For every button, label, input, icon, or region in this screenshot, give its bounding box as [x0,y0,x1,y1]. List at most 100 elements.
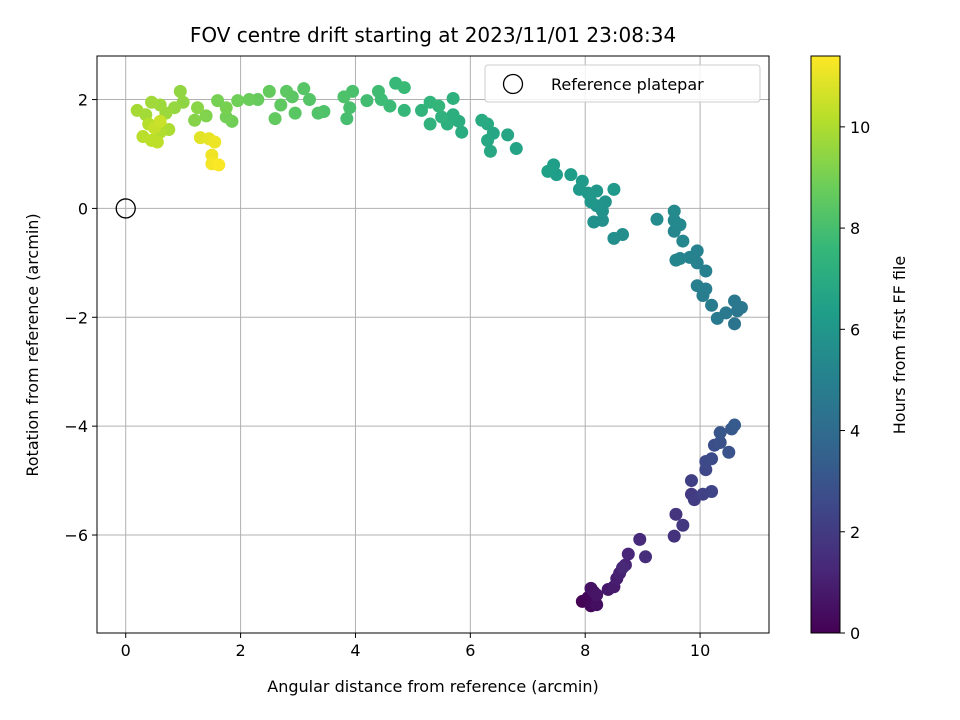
legend-reference-marker [502,73,524,95]
x-tick-label: 4 [350,641,360,660]
data-point [475,113,489,127]
data-point [288,106,302,120]
y-tick-label: −4 [64,417,88,436]
data-point [481,133,495,147]
data-point [667,529,681,543]
data-point [728,418,742,432]
data-point [219,101,233,115]
data-point [303,93,317,107]
colorbar-tick-label: 10 [850,118,870,137]
data-point [713,426,727,440]
data-point [621,547,635,561]
data-point [212,158,226,172]
data-point [360,94,374,108]
legend: Reference platepar [484,64,761,103]
data-point [639,550,653,564]
x-tick-label: 8 [580,641,590,660]
y-tick-label: 2 [78,91,88,110]
data-point [150,135,164,149]
data-point [590,588,604,602]
data-point [607,231,621,245]
data-point [231,94,245,108]
data-point [262,84,276,98]
data-point [667,213,681,227]
data-point [145,95,159,109]
data-point [274,98,288,112]
data-point [415,103,429,117]
legend-box [484,64,761,103]
y-axis-label: Rotation from reference (arcmin) [23,213,42,476]
reference-marker-group [115,198,136,219]
data-point [130,103,144,117]
data-point [455,125,469,139]
data-point [633,532,647,546]
data-point [607,182,621,196]
data-point [501,128,515,142]
y-tick-label: −6 [64,526,88,545]
data-point [446,108,460,122]
legend-label-reference: Reference platepar [551,75,704,94]
colorbar-tick-label: 8 [850,219,860,238]
data-point [371,84,385,98]
data-point [191,101,205,115]
data-point [153,114,167,128]
data-point [650,212,664,226]
data-point [397,103,411,117]
chart-title: FOV centre drift starting at 2023/11/01 … [190,23,676,47]
data-point [268,112,282,126]
data-point [509,142,523,156]
y-tick-label: −2 [64,308,88,327]
data-point [590,598,604,612]
colorbar-tick-label: 0 [850,624,860,643]
data-point [199,109,213,123]
data-point [297,82,311,96]
data-point [669,253,683,267]
data-point [211,94,225,108]
plot-frame [96,55,770,634]
data-point [340,112,354,126]
data-point [432,99,446,113]
x-tick-label: 6 [465,641,475,660]
data-point [713,435,727,449]
x-tick-label: 10 [690,641,710,660]
data-point [343,101,357,115]
data-point [676,518,690,532]
data-point [242,93,256,107]
data-point [699,264,713,278]
y-tick-label: 0 [78,199,88,218]
colorbar [810,55,841,634]
data-point [705,484,719,498]
data-point [710,311,724,325]
data-point [280,84,294,98]
x-axis-ticks: 0 2 4 6 8 10 [121,633,710,660]
reference-marker [115,198,136,219]
data-point [722,445,736,459]
data-point [669,507,683,521]
data-point [337,90,351,104]
data-point [676,234,690,248]
data-point [435,110,449,124]
data-point [219,110,233,124]
data-point [564,168,578,182]
x-axis-label: Angular distance from reference (arcmin) [267,677,598,696]
data-point [616,561,630,575]
data-points [130,76,748,613]
data-point [575,174,589,188]
data-point [728,294,742,308]
colorbar-label: Hours from first FF file [890,256,909,435]
data-point [683,250,697,264]
colorbar-tick-label: 2 [850,523,860,542]
data-point [311,106,325,120]
data-point [690,279,704,293]
data-point [173,84,187,98]
data-point [587,215,601,229]
data-point [446,91,460,105]
data-point [705,452,719,466]
x-tick-label: 0 [121,641,131,660]
data-point [705,298,719,312]
data-point [423,117,437,131]
colorbar-ticks: 0 2 4 6 8 10 [840,118,870,643]
data-point [483,144,497,158]
data-point [728,317,742,331]
